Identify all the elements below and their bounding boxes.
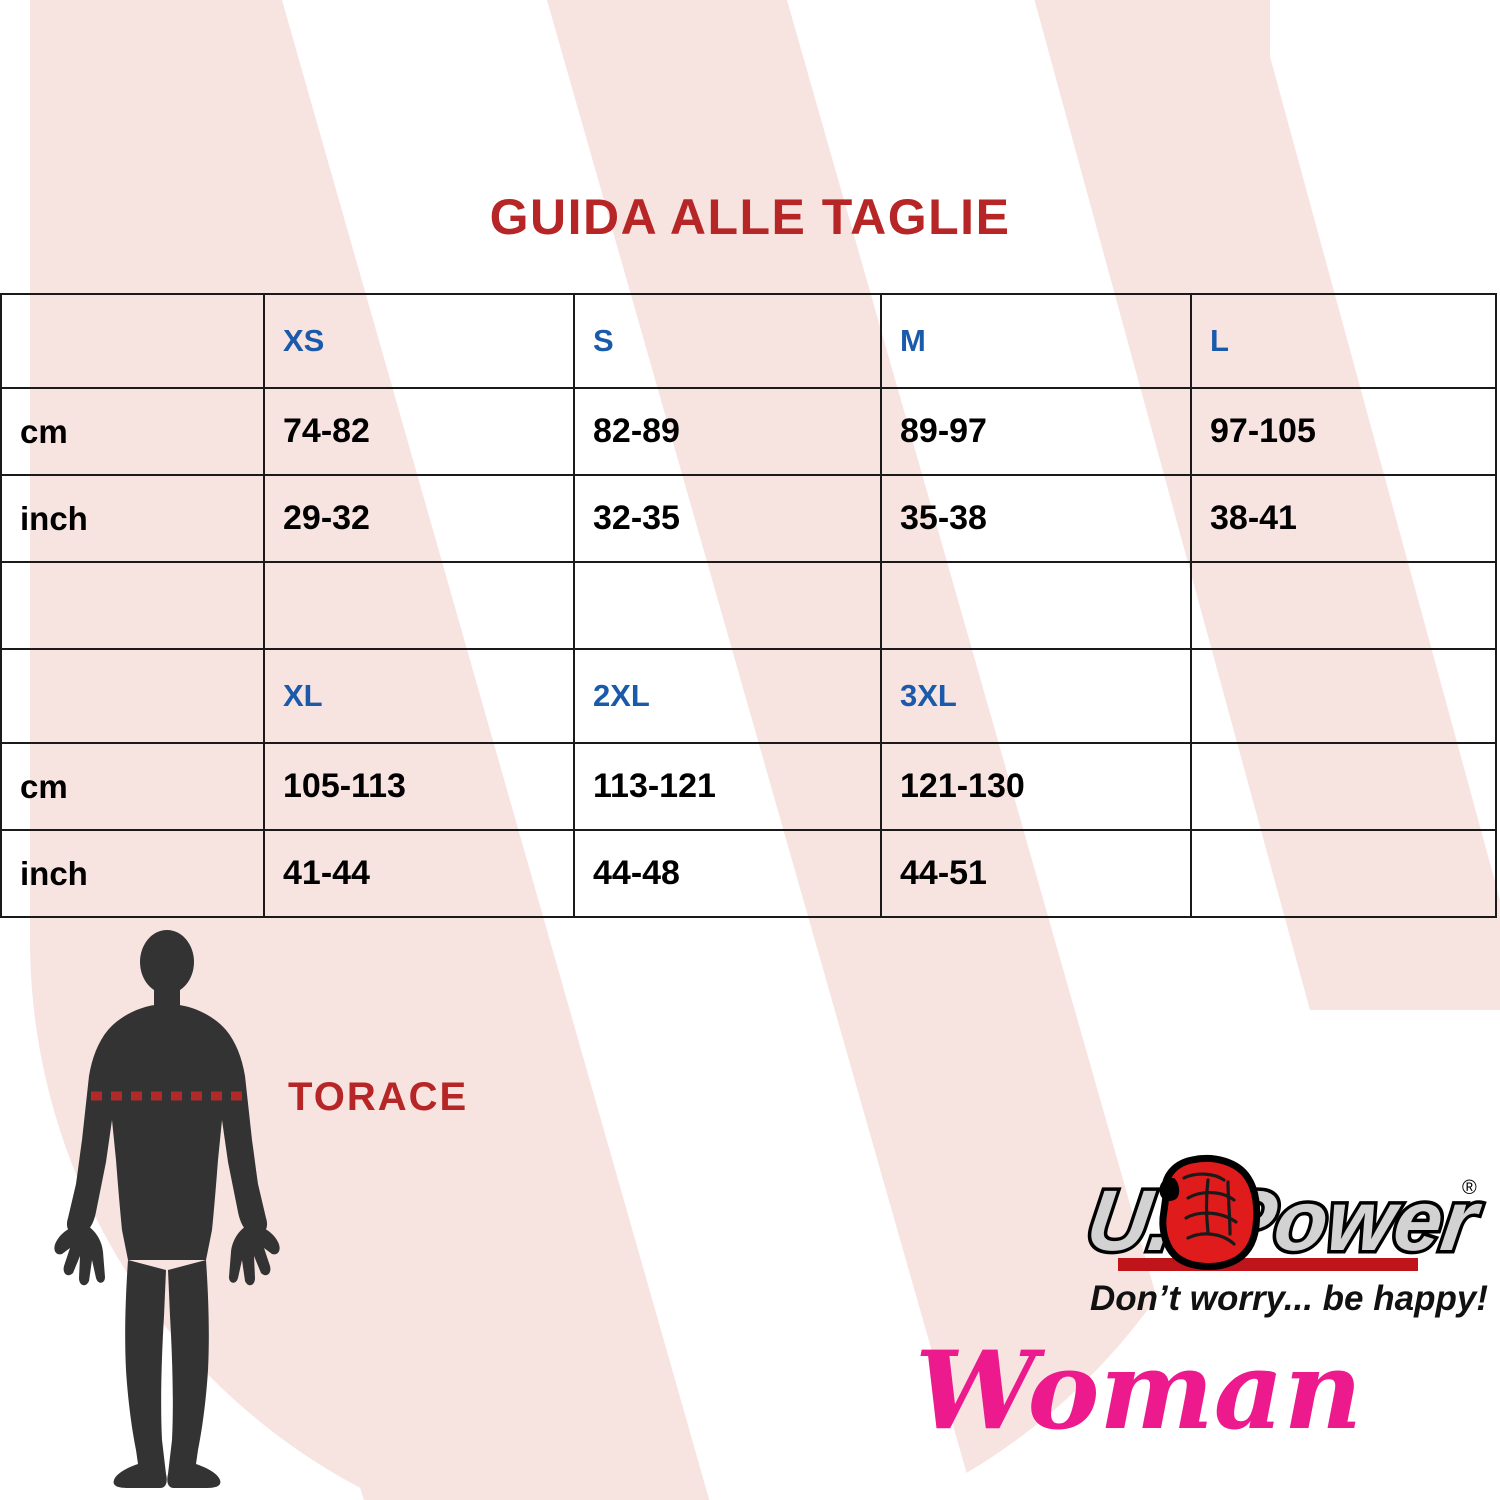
spacer-cell-1 xyxy=(263,561,575,650)
row2-label-inch: inch xyxy=(0,829,265,918)
page-title: GUIDA ALLE TAGLIE xyxy=(489,189,1011,245)
cell-cm-2xl: 113-121 xyxy=(573,742,882,831)
spacer-cell-3 xyxy=(880,561,1192,650)
table-row-spacer xyxy=(0,561,1497,650)
header-cell-xl: XL xyxy=(263,648,575,744)
cell-inch-l: 38-41 xyxy=(1190,474,1497,563)
measurement-label-torace: TORACE xyxy=(288,1075,469,1119)
cell-cm-l: 97-105 xyxy=(1190,387,1497,476)
cell-inch-m: 35-38 xyxy=(880,474,1192,563)
header-cell-3xl: 3XL xyxy=(880,648,1192,744)
header-cell-xs: XS xyxy=(263,293,575,389)
table-row-cm-2: cm 105-113 113-121 121-130 xyxy=(0,742,1497,831)
row-label-inch: inch xyxy=(0,474,265,563)
woman-line-logo: Woman xyxy=(905,1318,1465,1468)
header-cell-unit-label xyxy=(0,293,265,389)
cell-cm-m: 89-97 xyxy=(880,387,1192,476)
table-row-inch-2: inch 41-44 44-48 44-51 xyxy=(0,829,1497,918)
row-label-cm: cm xyxy=(0,387,265,476)
header-cell-l: L xyxy=(1190,293,1497,389)
header-cell-2xl: 2XL xyxy=(573,648,882,744)
header-cell-s: S xyxy=(573,293,882,389)
table-row-inch-1: inch 29-32 32-35 35-38 38-41 xyxy=(0,474,1497,563)
table-row-header-2: XL 2XL 3XL xyxy=(0,648,1497,744)
cell-inch-xs: 29-32 xyxy=(263,474,575,563)
woman-script-text: Woman xyxy=(915,1328,1362,1454)
row2-label-cm: cm xyxy=(0,742,265,831)
body-silhouette-figure xyxy=(42,930,292,1490)
size-guide-table: XS S M L cm 74-82 82-89 89-97 97-105 inc… xyxy=(0,293,1497,918)
human-body-silhouette-icon xyxy=(54,930,280,1488)
header-cell-m: M xyxy=(880,293,1192,389)
header-cell-empty xyxy=(1190,648,1497,744)
cell-inch-3xl: 44-51 xyxy=(880,829,1192,918)
table-row-header-1: XS S M L xyxy=(0,293,1497,389)
red-fist-icon xyxy=(1159,1154,1261,1270)
cell-inch-empty xyxy=(1190,829,1497,918)
cell-cm-3xl: 121-130 xyxy=(880,742,1192,831)
cell-inch-s: 32-35 xyxy=(573,474,882,563)
spacer-cell-2 xyxy=(573,561,882,650)
cell-cm-s: 82-89 xyxy=(573,387,882,476)
spacer-cell-4 xyxy=(1190,561,1497,650)
cell-cm-xl: 105-113 xyxy=(263,742,575,831)
registered-trademark-icon: ® xyxy=(1462,1177,1477,1199)
spacer-cell-0 xyxy=(0,561,265,650)
logo-tagline: Don’t worry... be happy! xyxy=(1090,1279,1488,1318)
cell-cm-xs: 74-82 xyxy=(263,387,575,476)
cell-inch-xl: 41-44 xyxy=(263,829,575,918)
upower-logo: U. Power ® xyxy=(1030,1150,1490,1325)
cell-inch-2xl: 44-48 xyxy=(573,829,882,918)
header2-cell-unit-label xyxy=(0,648,265,744)
table-row-cm-1: cm 74-82 82-89 89-97 97-105 xyxy=(0,387,1497,476)
cell-cm-empty xyxy=(1190,742,1497,831)
